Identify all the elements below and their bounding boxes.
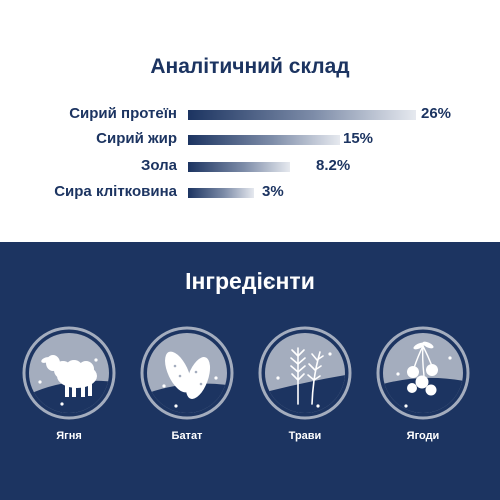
lamb-icon [22, 326, 116, 420]
analysis-row: Сирий жир 15% [0, 128, 500, 152]
analysis-label: Зола [140, 157, 177, 174]
sweet-potato-icon [140, 326, 234, 420]
herbs-icon [258, 326, 352, 420]
analysis-value: 8.2% [316, 157, 351, 174]
analysis-value: 15% [343, 130, 374, 147]
analysis-row: Сирий протеїн 26% [0, 103, 500, 127]
ingredient-label: Ягоди [406, 430, 440, 442]
analysis-value: 26% [421, 105, 452, 122]
ingredients-title: Інгредієнти [185, 268, 315, 294]
analysis-label: Сирий протеїн [69, 105, 177, 122]
ingredient-item-sweet-potato: Батат [140, 326, 234, 486]
analysis-label: Сира клітковина [54, 183, 177, 200]
analysis-label: Сирий жир [96, 130, 177, 147]
berries-icon [376, 326, 470, 420]
analysis-row: Сира клітковина 3% [0, 181, 500, 205]
analysis-value: 3% [262, 183, 284, 200]
ingredients-panel: Інгредієнти Ягня [0, 242, 500, 500]
analysis-title: Аналітичний склад [150, 55, 350, 78]
ingredient-label: Ягня [56, 430, 82, 442]
ingredient-label: Трави [288, 430, 322, 442]
ingredient-item-lamb: Ягня [22, 326, 116, 486]
analysis-bar [188, 188, 254, 198]
analysis-row: Зола 8.2% [0, 155, 500, 179]
ingredient-item-berries: Ягоди [376, 326, 470, 486]
analysis-bar [188, 162, 290, 172]
ingredient-label: Батат [171, 430, 203, 442]
analysis-bar [188, 110, 416, 120]
analysis-bar [188, 135, 340, 145]
ingredient-item-herbs: Трави [258, 326, 352, 486]
